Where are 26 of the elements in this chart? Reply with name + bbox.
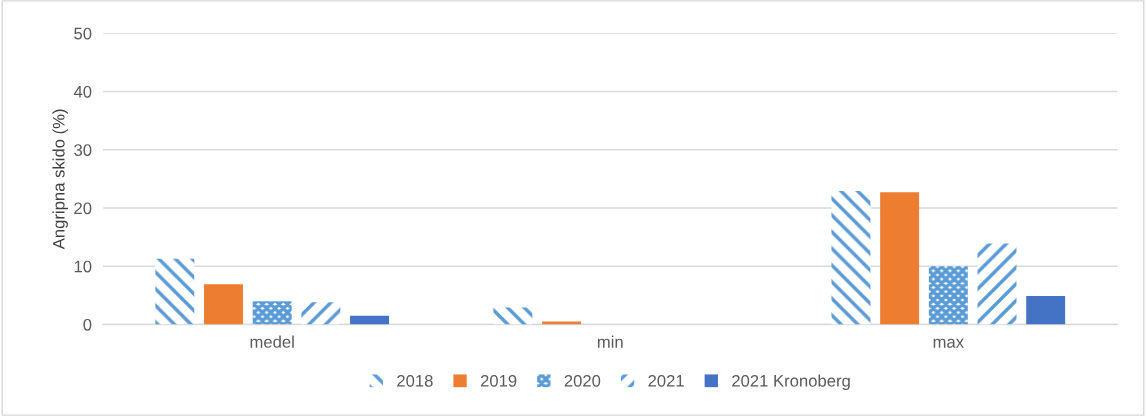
y-tick-label: 0 bbox=[83, 318, 92, 331]
legend-label: 2021 Kronoberg bbox=[732, 374, 850, 391]
bar bbox=[493, 307, 533, 325]
legend-label: 2019 bbox=[480, 374, 517, 387]
y-tick-label: 40 bbox=[73, 85, 92, 98]
y-axis-title: Angripna skido (%) bbox=[52, 109, 68, 250]
y-tick-label: 10 bbox=[74, 260, 92, 273]
bar bbox=[350, 315, 390, 325]
legend-label: 2018 bbox=[397, 374, 433, 387]
bar bbox=[204, 284, 243, 325]
bar bbox=[301, 302, 341, 325]
bar bbox=[252, 301, 292, 325]
x-tick-label: max bbox=[933, 338, 964, 348]
bar bbox=[831, 191, 871, 325]
bar bbox=[928, 266, 968, 325]
x-tick-label: min bbox=[597, 335, 623, 348]
bar bbox=[155, 258, 195, 325]
x-tick-label: medel bbox=[250, 335, 294, 348]
y-tick-label: 30 bbox=[74, 144, 92, 156]
bar bbox=[1026, 295, 1066, 325]
y-tick-label: 50 bbox=[74, 27, 92, 40]
legend-label: 2021 bbox=[648, 374, 684, 387]
bar bbox=[880, 192, 920, 325]
bar bbox=[977, 243, 1017, 325]
legend-label: 2020 bbox=[564, 374, 601, 387]
y-tick-label: 20 bbox=[74, 202, 92, 215]
